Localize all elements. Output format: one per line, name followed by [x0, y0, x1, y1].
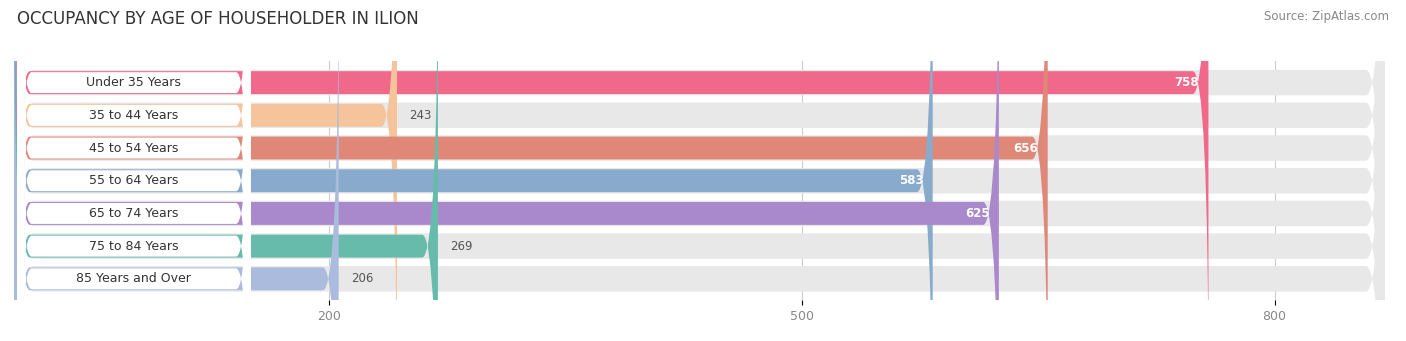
Text: 758: 758 — [1174, 76, 1199, 89]
FancyBboxPatch shape — [17, 0, 250, 341]
Text: OCCUPANCY BY AGE OF HOUSEHOLDER IN ILION: OCCUPANCY BY AGE OF HOUSEHOLDER IN ILION — [17, 10, 419, 28]
Text: 35 to 44 Years: 35 to 44 Years — [89, 109, 179, 122]
FancyBboxPatch shape — [17, 0, 250, 341]
FancyBboxPatch shape — [14, 0, 1385, 341]
FancyBboxPatch shape — [14, 0, 396, 341]
FancyBboxPatch shape — [14, 0, 339, 341]
FancyBboxPatch shape — [14, 0, 1208, 341]
FancyBboxPatch shape — [14, 0, 1385, 341]
Text: 65 to 74 Years: 65 to 74 Years — [89, 207, 179, 220]
FancyBboxPatch shape — [14, 0, 1385, 341]
Text: Source: ZipAtlas.com: Source: ZipAtlas.com — [1264, 10, 1389, 23]
Text: 269: 269 — [450, 240, 472, 253]
Text: 625: 625 — [965, 207, 990, 220]
FancyBboxPatch shape — [17, 0, 250, 341]
FancyBboxPatch shape — [14, 0, 1385, 341]
FancyBboxPatch shape — [14, 0, 1385, 341]
FancyBboxPatch shape — [14, 0, 932, 341]
FancyBboxPatch shape — [17, 0, 250, 341]
Text: 55 to 64 Years: 55 to 64 Years — [89, 174, 179, 187]
Text: 45 to 54 Years: 45 to 54 Years — [89, 142, 179, 154]
FancyBboxPatch shape — [14, 0, 1385, 341]
Text: 243: 243 — [409, 109, 432, 122]
FancyBboxPatch shape — [17, 0, 250, 341]
Text: 85 Years and Over: 85 Years and Over — [76, 272, 191, 285]
FancyBboxPatch shape — [14, 0, 998, 341]
FancyBboxPatch shape — [14, 0, 1385, 341]
FancyBboxPatch shape — [17, 0, 250, 341]
FancyBboxPatch shape — [17, 0, 250, 341]
Text: 656: 656 — [1014, 142, 1038, 154]
Text: Under 35 Years: Under 35 Years — [86, 76, 181, 89]
FancyBboxPatch shape — [14, 0, 437, 341]
FancyBboxPatch shape — [14, 0, 1047, 341]
Text: 206: 206 — [352, 272, 374, 285]
Text: 75 to 84 Years: 75 to 84 Years — [89, 240, 179, 253]
Text: 583: 583 — [898, 174, 924, 187]
